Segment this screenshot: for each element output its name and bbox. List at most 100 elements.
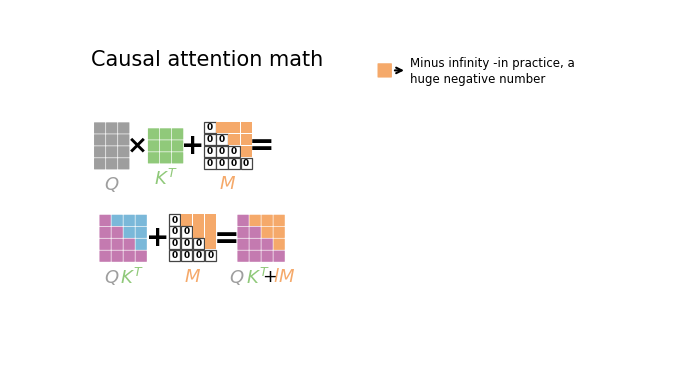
FancyBboxPatch shape [216, 134, 228, 145]
FancyBboxPatch shape [99, 215, 111, 226]
FancyBboxPatch shape [94, 146, 106, 158]
FancyBboxPatch shape [106, 158, 118, 170]
Text: 0: 0 [231, 159, 237, 168]
FancyBboxPatch shape [118, 122, 130, 134]
FancyBboxPatch shape [172, 128, 183, 140]
FancyBboxPatch shape [237, 238, 248, 250]
FancyBboxPatch shape [118, 146, 130, 158]
FancyBboxPatch shape [249, 226, 261, 238]
Text: 0: 0 [172, 251, 178, 260]
Text: =: = [214, 224, 239, 253]
Text: $K^{T}$: $K^{T}$ [120, 267, 144, 288]
Text: $lM$: $lM$ [273, 267, 295, 285]
FancyBboxPatch shape [172, 140, 183, 152]
Text: 0: 0 [172, 216, 178, 225]
FancyBboxPatch shape [136, 215, 147, 226]
FancyBboxPatch shape [205, 226, 216, 237]
FancyBboxPatch shape [241, 158, 252, 169]
FancyBboxPatch shape [241, 134, 252, 145]
Text: huge negative number: huge negative number [410, 73, 545, 86]
Text: 0: 0 [195, 251, 202, 260]
FancyBboxPatch shape [169, 214, 180, 226]
FancyBboxPatch shape [106, 134, 118, 146]
Text: $K^{T}$: $K^{T}$ [246, 267, 270, 288]
FancyBboxPatch shape [136, 226, 147, 238]
FancyBboxPatch shape [181, 214, 192, 226]
Text: $Q$: $Q$ [104, 267, 119, 286]
FancyBboxPatch shape [193, 238, 204, 249]
FancyBboxPatch shape [123, 226, 135, 238]
FancyBboxPatch shape [193, 250, 204, 261]
Text: 0: 0 [231, 147, 237, 156]
FancyBboxPatch shape [123, 251, 135, 262]
FancyBboxPatch shape [136, 251, 147, 262]
FancyBboxPatch shape [261, 215, 273, 226]
Text: 0: 0 [207, 251, 214, 260]
Text: 0: 0 [207, 135, 214, 144]
Text: +: + [146, 224, 169, 252]
FancyBboxPatch shape [169, 226, 180, 237]
FancyBboxPatch shape [181, 238, 192, 249]
Text: Causal attention math: Causal attention math [92, 50, 323, 70]
FancyBboxPatch shape [160, 152, 172, 164]
Text: 0: 0 [183, 251, 190, 260]
Text: =: = [249, 131, 274, 160]
FancyBboxPatch shape [249, 238, 261, 250]
Text: 0: 0 [172, 239, 178, 248]
FancyBboxPatch shape [111, 215, 122, 226]
Text: 0: 0 [207, 147, 214, 156]
FancyBboxPatch shape [274, 226, 285, 238]
FancyBboxPatch shape [94, 122, 106, 134]
Text: 0: 0 [207, 123, 214, 132]
FancyBboxPatch shape [228, 134, 240, 145]
Text: 0: 0 [219, 159, 225, 168]
FancyBboxPatch shape [249, 251, 261, 262]
FancyBboxPatch shape [94, 158, 106, 170]
FancyBboxPatch shape [123, 215, 135, 226]
FancyBboxPatch shape [205, 238, 216, 249]
FancyBboxPatch shape [99, 251, 111, 262]
FancyBboxPatch shape [205, 250, 216, 261]
FancyBboxPatch shape [261, 238, 273, 250]
FancyBboxPatch shape [193, 214, 204, 226]
FancyBboxPatch shape [216, 146, 228, 157]
FancyBboxPatch shape [274, 238, 285, 250]
Text: $M$: $M$ [183, 267, 201, 285]
Text: 0: 0 [219, 135, 225, 144]
FancyBboxPatch shape [204, 122, 216, 133]
FancyBboxPatch shape [172, 152, 183, 164]
FancyBboxPatch shape [241, 146, 252, 157]
FancyBboxPatch shape [193, 226, 204, 237]
FancyBboxPatch shape [118, 158, 130, 170]
FancyBboxPatch shape [160, 128, 172, 140]
FancyBboxPatch shape [169, 250, 180, 261]
FancyBboxPatch shape [377, 63, 392, 78]
Text: 0: 0 [183, 228, 190, 237]
Text: Minus infinity -in practice, a: Minus infinity -in practice, a [410, 57, 575, 70]
FancyBboxPatch shape [99, 226, 111, 238]
FancyBboxPatch shape [160, 140, 172, 152]
FancyBboxPatch shape [111, 226, 122, 238]
FancyBboxPatch shape [241, 122, 252, 133]
FancyBboxPatch shape [237, 226, 248, 238]
FancyBboxPatch shape [249, 215, 261, 226]
FancyBboxPatch shape [111, 238, 122, 250]
Text: 0: 0 [243, 159, 249, 168]
FancyBboxPatch shape [204, 134, 216, 145]
FancyBboxPatch shape [204, 158, 216, 169]
Text: $Q$: $Q$ [104, 175, 120, 194]
FancyBboxPatch shape [261, 226, 273, 238]
FancyBboxPatch shape [106, 122, 118, 134]
FancyBboxPatch shape [148, 152, 159, 164]
FancyBboxPatch shape [205, 214, 216, 226]
FancyBboxPatch shape [237, 251, 248, 262]
FancyBboxPatch shape [99, 238, 111, 250]
FancyBboxPatch shape [94, 134, 106, 146]
FancyBboxPatch shape [204, 146, 216, 157]
Text: +: + [181, 132, 204, 160]
FancyBboxPatch shape [181, 250, 192, 261]
FancyBboxPatch shape [228, 146, 240, 157]
FancyBboxPatch shape [274, 215, 285, 226]
Text: 0: 0 [207, 159, 214, 168]
FancyBboxPatch shape [228, 158, 240, 169]
